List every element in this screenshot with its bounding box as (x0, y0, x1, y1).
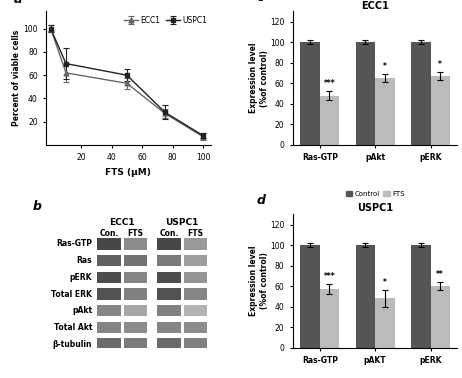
Bar (300, 245, 320, 348)
Legend: ECC1, USPC1: ECC1, USPC1 (121, 12, 210, 28)
Bar (411, 245, 431, 348)
Text: *: * (438, 60, 442, 69)
Bar (183, 322, 207, 333)
Text: ***: *** (324, 272, 335, 281)
Bar (157, 322, 181, 333)
Bar (97, 322, 121, 333)
Y-axis label: Percent of viable cells: Percent of viable cells (12, 30, 21, 126)
Bar (431, 76, 450, 145)
Bar (97, 288, 121, 300)
Text: Total Akt: Total Akt (54, 323, 92, 332)
Bar (123, 288, 147, 300)
Bar (97, 238, 121, 249)
Bar (123, 255, 147, 266)
Bar (183, 255, 207, 266)
Text: FTS: FTS (128, 229, 143, 238)
Bar (375, 299, 395, 348)
Bar (411, 42, 431, 145)
Bar (123, 272, 147, 283)
Bar (157, 288, 181, 300)
Text: Total ERK: Total ERK (51, 290, 92, 299)
Bar (320, 96, 339, 145)
Bar (300, 42, 320, 145)
Text: β-tubulin: β-tubulin (53, 339, 92, 349)
Bar (123, 238, 147, 249)
Bar (123, 322, 147, 333)
X-axis label: FTS (μM): FTS (μM) (105, 168, 152, 177)
Text: pERK: pERK (70, 273, 92, 282)
Text: *: * (383, 62, 387, 71)
Bar (183, 288, 207, 300)
Bar (157, 255, 181, 266)
Text: ECC1: ECC1 (109, 218, 135, 227)
Y-axis label: Expression level
(%of control): Expression level (%of control) (249, 43, 269, 113)
Legend: Control, FTS: Control, FTS (343, 188, 407, 200)
Text: FTS: FTS (188, 229, 203, 238)
Bar (375, 78, 395, 145)
Bar (157, 238, 181, 249)
Text: Con.: Con. (159, 229, 179, 238)
Y-axis label: Expression level
(%of control): Expression level (%of control) (249, 246, 269, 316)
Text: Ras: Ras (77, 256, 92, 265)
Bar (183, 305, 207, 316)
Bar (123, 338, 147, 350)
Bar (183, 238, 207, 249)
Text: pAkt: pAkt (72, 306, 92, 315)
Bar (431, 286, 450, 348)
Text: ***: *** (324, 79, 335, 88)
Text: Con.: Con. (99, 229, 119, 238)
Bar (97, 255, 121, 266)
Bar (97, 272, 121, 283)
Bar (97, 305, 121, 316)
Bar (320, 289, 339, 348)
Text: c: c (257, 0, 264, 4)
Text: b: b (33, 200, 42, 213)
Bar (157, 305, 181, 316)
Title: USPC1: USPC1 (357, 203, 393, 214)
Bar (356, 245, 375, 348)
Title: ECC1: ECC1 (361, 0, 389, 11)
Bar (183, 338, 207, 350)
Text: **: ** (436, 270, 444, 279)
Bar (123, 305, 147, 316)
Bar (183, 272, 207, 283)
Bar (97, 338, 121, 350)
Bar (157, 272, 181, 283)
Text: a: a (13, 0, 22, 6)
Text: *: * (383, 278, 387, 287)
Text: Ras-GTP: Ras-GTP (56, 240, 92, 248)
Bar (356, 42, 375, 145)
Text: USPC1: USPC1 (165, 218, 199, 227)
Bar (157, 338, 181, 350)
Text: d: d (257, 194, 266, 207)
